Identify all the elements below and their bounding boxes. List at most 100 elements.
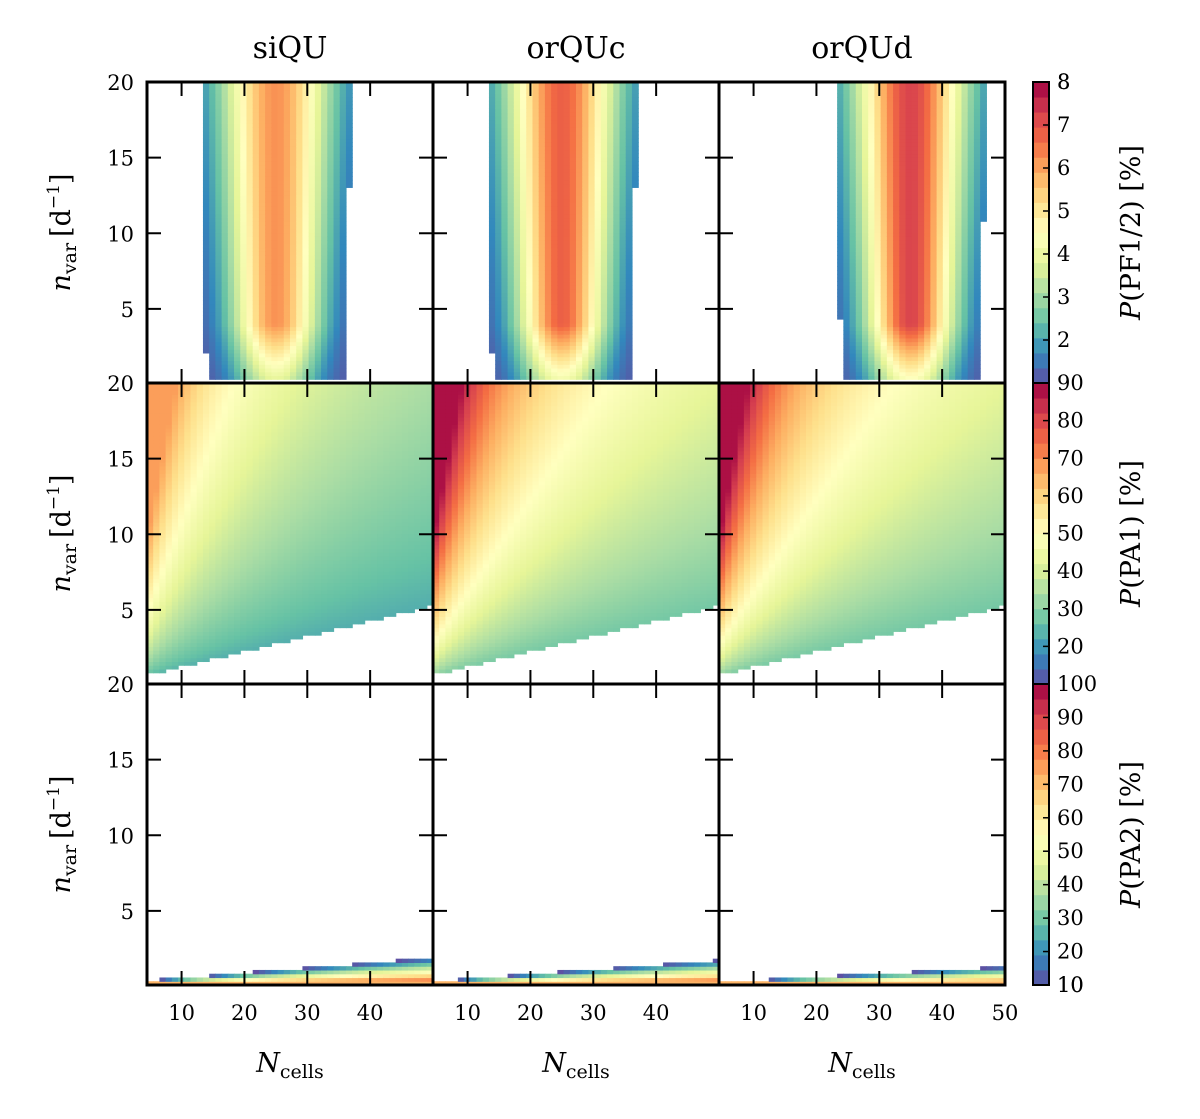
heatmap-cell [588, 161, 596, 166]
heatmap-cell [520, 262, 527, 267]
heatmap-cell [899, 202, 907, 207]
heatmap-cell [576, 179, 583, 185]
heatmap-cell [588, 119, 596, 124]
heatmap-cell [495, 334, 502, 339]
heatmap-cell [488, 236, 496, 241]
heatmap-cell [209, 255, 216, 260]
heatmap-cell [893, 187, 900, 192]
heatmap-cell [899, 315, 907, 320]
heatmap-cell [911, 100, 919, 106]
heatmap-cell [893, 130, 900, 136]
heatmap-cell [576, 176, 583, 181]
heatmap-cell [290, 319, 297, 324]
heatmap-cell [538, 367, 546, 373]
heatmap-cell [544, 97, 552, 102]
heatmap-cell [234, 243, 241, 249]
heatmap-cell [880, 277, 888, 283]
heatmap-cell [333, 134, 341, 140]
heatmap-cell [619, 142, 627, 147]
heatmap-cell [314, 322, 322, 328]
heatmap-cell [265, 341, 272, 346]
heatmap-cell [600, 281, 608, 286]
heatmap-cell [209, 164, 216, 170]
heatmap-cell [308, 296, 316, 301]
heatmap-cell [613, 142, 621, 147]
heatmap-cell [874, 288, 882, 294]
heatmap-cell [594, 142, 602, 147]
heatmap-cell [880, 352, 888, 358]
heatmap-cell [899, 221, 907, 226]
heatmap-cell [600, 168, 608, 173]
heatmap-cell [501, 179, 509, 185]
heatmap-cell [588, 228, 596, 234]
heatmap-cell [551, 127, 558, 132]
heatmap-cell [613, 191, 621, 196]
heatmap-cell [886, 221, 894, 226]
heatmap-cell [252, 198, 260, 203]
heatmap-cell [314, 236, 322, 241]
heatmap-cell [874, 179, 882, 185]
heatmap-cell [911, 191, 919, 196]
heatmap-cell [339, 371, 347, 377]
heatmap-cell [905, 251, 913, 256]
heatmap-cell [302, 345, 310, 350]
heatmap-cell [296, 191, 304, 196]
heatmap-cell [613, 149, 621, 155]
heatmap-cell [252, 97, 260, 102]
heatmap-cell [924, 258, 931, 264]
heatmap-cell [290, 270, 297, 275]
heatmap-cell [339, 326, 347, 331]
heatmap-cell [277, 288, 285, 294]
heatmap-cell [302, 228, 310, 234]
heatmap-cell [520, 123, 527, 128]
heatmap-cell [495, 228, 502, 234]
heatmap-cell [290, 288, 297, 294]
heatmap-cell [880, 375, 888, 380]
heatmap-cell [924, 277, 931, 283]
heatmap-cell [600, 153, 608, 158]
heatmap-cell [880, 319, 888, 324]
heatmap-cell [339, 243, 347, 249]
heatmap-cell [880, 217, 888, 222]
heatmap-cell [600, 93, 608, 98]
heatmap-cell [544, 209, 552, 215]
heatmap-cell [258, 142, 266, 147]
heatmap-cell [930, 322, 938, 328]
heatmap-cell [855, 243, 863, 249]
heatmap-cell [277, 262, 285, 267]
heatmap-cell [277, 341, 285, 346]
heatmap-cell [333, 209, 341, 215]
heatmap-cell [215, 356, 223, 362]
heatmap-cell [893, 206, 900, 211]
heatmap-cell [513, 236, 521, 241]
heatmap-cell [296, 104, 304, 109]
heatmap-cell [221, 85, 229, 91]
heatmap-cell [594, 319, 602, 324]
heatmap-cell [582, 82, 590, 87]
heatmap-cell [283, 367, 291, 373]
heatmap-cell [202, 277, 210, 283]
heatmap-cell [277, 345, 285, 350]
heatmap-cell [874, 153, 882, 158]
heatmap-cell [258, 187, 266, 192]
heatmap-cell [594, 198, 602, 203]
heatmap-cell [582, 300, 590, 305]
heatmap-cell [321, 100, 328, 106]
heatmap-cell [532, 191, 540, 196]
heatmap-cell [600, 262, 608, 267]
heatmap-cell [202, 112, 210, 117]
heatmap-cell [557, 149, 565, 155]
heatmap-cell [911, 281, 919, 286]
heatmap-cell [221, 145, 229, 151]
heatmap-cell [613, 326, 621, 331]
heatmap-cell [843, 371, 851, 377]
heatmap-cell [215, 307, 223, 313]
heatmap-cell [868, 194, 876, 200]
heatmap-cell [234, 119, 241, 124]
heatmap-cell [557, 337, 565, 343]
heatmap-cell [930, 221, 938, 226]
heatmap-cell [202, 183, 210, 188]
heatmap-cell [327, 319, 335, 324]
heatmap-cell [849, 176, 857, 181]
heatmap-cell [258, 157, 266, 162]
